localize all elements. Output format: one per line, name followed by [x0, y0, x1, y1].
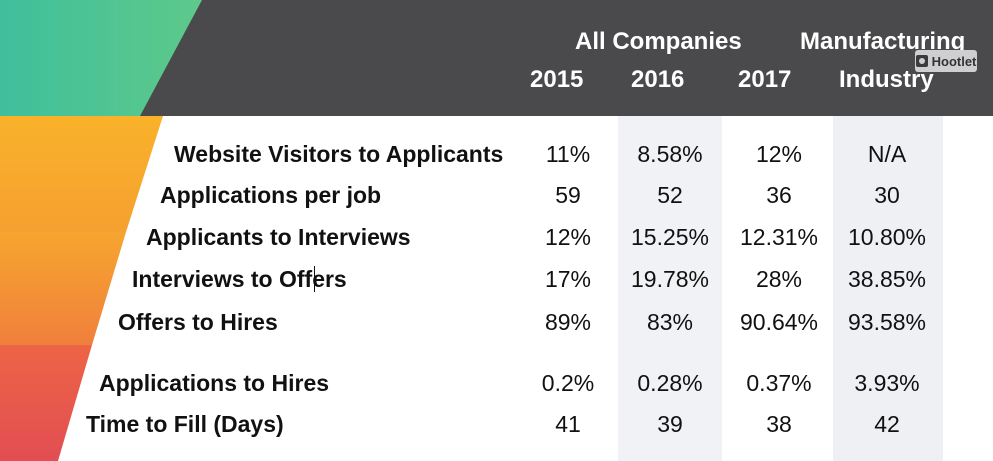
table-cell: 89%: [544, 309, 592, 335]
hootlet-watermark[interactable]: Hootlet: [915, 50, 977, 72]
header-year-2015: 2015: [530, 66, 584, 93]
row-label: Applicants to Interviews: [146, 224, 411, 250]
table-cell: 10.80%: [847, 224, 926, 250]
table-cell: 0.28%: [637, 370, 703, 396]
funnel-graphic: [0, 0, 202, 461]
table-cell: 0.2%: [541, 370, 595, 396]
table-cell: 93.58%: [847, 309, 926, 335]
table-cell: 0.37%: [746, 370, 812, 396]
table-cell: 11%: [545, 141, 591, 167]
row-label: Offers to Hires: [118, 309, 278, 335]
column-shade-manufacturing: [833, 116, 943, 461]
table-cell: 39: [657, 411, 683, 437]
table-cell: 52: [657, 182, 683, 208]
table-cell: 17%: [544, 266, 592, 292]
table-cell: 19.78%: [630, 266, 709, 292]
funnel-segment-upper: [0, 116, 163, 232]
table-cell: 90.64%: [739, 309, 818, 335]
table-cell: 3.93%: [854, 370, 920, 396]
table-cell: 38.85%: [847, 266, 926, 292]
table-cell: 38: [766, 411, 792, 437]
header-year-2017: 2017: [738, 66, 792, 93]
table-cell: 8.58%: [637, 141, 703, 167]
funnel-segment-bottom: [0, 345, 92, 461]
table-cell: 15.25%: [630, 224, 709, 250]
owl-icon: [915, 55, 928, 67]
table-cell: 28%: [755, 266, 803, 292]
funnel-segment-top: [0, 0, 202, 116]
column-shade-2016: [618, 116, 722, 461]
header-all-companies: All Companies: [575, 28, 742, 55]
row-label: Applications to Hires: [99, 370, 330, 396]
table-cell: 41: [555, 411, 581, 437]
text-cursor: [314, 266, 315, 292]
table-cell: 59: [555, 182, 581, 208]
header-year-2016: 2016: [631, 66, 685, 93]
funnel-segment-lower: [0, 232, 126, 345]
row-label: Website Visitors to Applicants: [174, 141, 504, 167]
table-cell: 83%: [646, 309, 694, 335]
row-label: Interviews to Offers: [132, 266, 347, 292]
table-cell: 12.31%: [739, 224, 818, 250]
table-cell: 12%: [544, 224, 592, 250]
table-cell: N/A: [867, 141, 907, 167]
table-cell: 12%: [755, 141, 803, 167]
table-cell: 42: [874, 411, 900, 437]
row-label: Applications per job: [160, 182, 382, 208]
ghost-value: 3.8%: [955, 207, 987, 223]
table-cell: 36: [766, 182, 792, 208]
hootlet-label: Hootlet: [931, 53, 977, 69]
table-cell: 30: [874, 182, 900, 208]
row-label: Time to Fill (Days): [86, 411, 284, 437]
